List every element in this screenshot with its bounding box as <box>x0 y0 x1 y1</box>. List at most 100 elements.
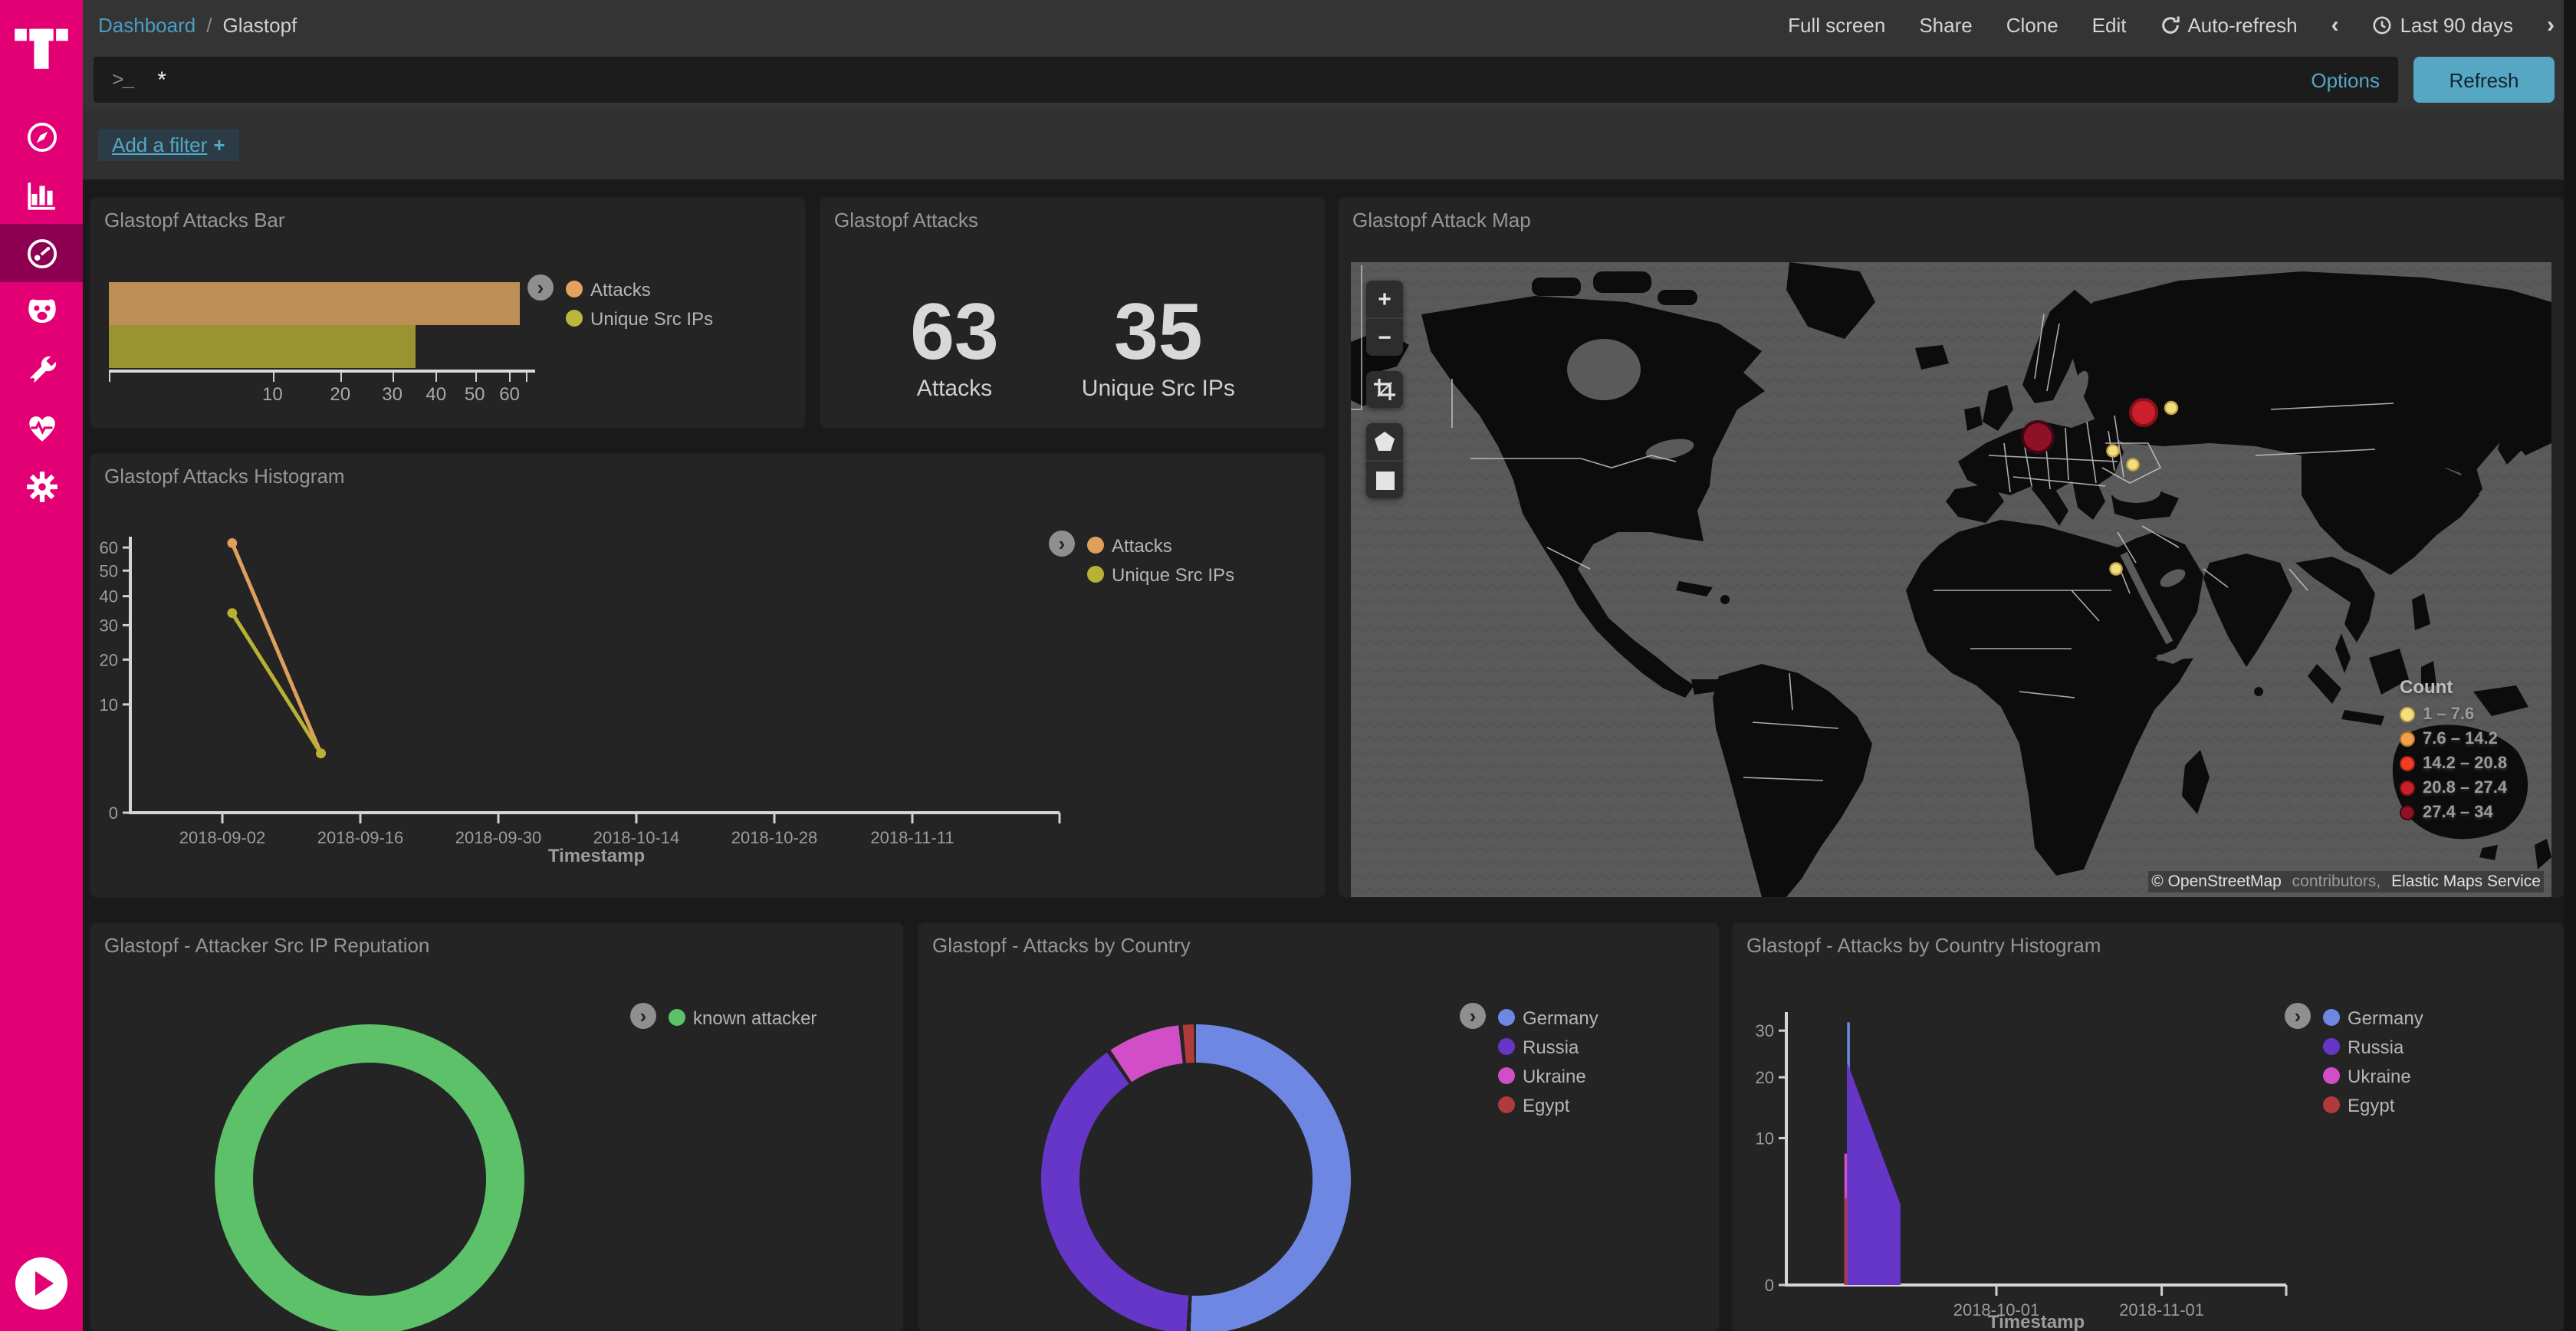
legend-item-label: Egypt <box>1523 1094 1570 1116</box>
legend-item[interactable]: Egypt <box>2323 1090 2423 1119</box>
breadcrumb-dashboard-link[interactable]: Dashboard <box>98 13 196 36</box>
y-axis-tick-label: 30 <box>1756 1021 1774 1040</box>
legend-item[interactable]: Unique Src IPs <box>566 304 713 333</box>
legend-item[interactable]: Russia <box>1498 1032 1598 1061</box>
map-fit-data-button[interactable] <box>1366 371 1403 408</box>
map-zoom-in-button[interactable]: + <box>1378 286 1392 312</box>
filter-bar: Add a filter + <box>83 110 2576 181</box>
sidebar-item-discover[interactable] <box>0 107 83 166</box>
legend-dot-icon <box>669 1009 685 1026</box>
map-legend-item: 14.2 – 20.8 <box>2400 751 2507 776</box>
legend-toggle-button[interactable]: › <box>1049 531 1075 557</box>
page-scrollbar[interactable] <box>2564 0 2576 1331</box>
legend-item-label: Ukraine <box>2348 1065 2411 1086</box>
map-legend-dot-icon <box>2400 756 2415 771</box>
legend-item-label: Ukraine <box>1523 1065 1586 1086</box>
country-histogram-chart[interactable]: 0 10 20 30 2018-10-01 2018-11-01 Timestamp <box>1733 923 2564 1331</box>
map-draw-rectangle-button[interactable] <box>1366 460 1403 498</box>
x-axis-tick-label: 10 <box>262 383 283 405</box>
world-map[interactable]: + − <box>1351 262 2551 897</box>
legend-item[interactable]: Germany <box>1498 1003 1598 1032</box>
telekom-logo[interactable] <box>6 12 77 83</box>
legend-item-label: Attacks <box>1112 534 1172 556</box>
panel-attacks-metric: Glastopf Attacks 63 Attacks 35 Unique Sr… <box>820 198 1325 428</box>
search-input-wrap[interactable]: >_ Options <box>94 57 2398 103</box>
reputation-donut-chart[interactable] <box>215 1024 524 1331</box>
sidebar-expand-button[interactable] <box>15 1257 67 1310</box>
time-range-label: Last 90 days <box>2400 13 2513 36</box>
panel-title: Glastopf Attacks Histogram <box>104 465 345 488</box>
panel-title: Glastopf Attacks Bar <box>104 209 285 232</box>
x-axis-tick-label: 50 <box>464 383 485 405</box>
legend-item[interactable]: known attacker <box>669 1003 816 1032</box>
legend-item[interactable]: Germany <box>2323 1003 2423 1032</box>
legend-toggle-button[interactable]: › <box>1460 1003 1486 1029</box>
x-axis-tick-label: 2018-09-16 <box>317 828 404 847</box>
edit-button[interactable]: Edit <box>2091 13 2127 36</box>
x-axis-title: Timestamp <box>548 846 645 866</box>
gauge-icon <box>26 238 57 268</box>
sidebar-item-management[interactable] <box>0 457 83 515</box>
legend-item-label: Unique Src IPs <box>1112 564 1235 585</box>
legend-item[interactable]: Ukraine <box>1498 1061 1598 1090</box>
x-axis-tick <box>509 373 511 382</box>
x-axis-tick-label: 2018-09-30 <box>455 828 542 847</box>
attacks-bar-chart[interactable]: 10 20 30 40 50 60 <box>109 282 550 405</box>
osm-link[interactable]: © OpenStreetMap <box>2148 871 2285 892</box>
ems-link[interactable]: Elastic Maps Service <box>2388 871 2544 892</box>
map-zoom-out-button[interactable]: − <box>1366 317 1403 356</box>
sidebar-item-dev-tools[interactable] <box>0 340 83 399</box>
map-legend-label: 7.6 – 14.2 <box>2423 730 2498 748</box>
map-legend-item: 1 – 7.6 <box>2400 702 2507 727</box>
panel-src-ip-reputation: Glastopf - Attacker Src IP Reputation › k… <box>90 923 903 1331</box>
legend-toggle-button[interactable]: › <box>527 274 554 301</box>
legend-dot-icon <box>2323 1038 2340 1055</box>
refresh-button[interactable]: Refresh <box>2413 57 2555 103</box>
time-back-button[interactable]: ‹ <box>2331 12 2339 38</box>
auto-refresh-button[interactable]: Auto-refresh <box>2160 13 2298 36</box>
bar-series-1 <box>109 325 416 368</box>
crop-icon <box>1374 379 1395 400</box>
legend-item[interactable]: Ukraine <box>2323 1061 2423 1090</box>
share-button[interactable]: Share <box>1919 13 1973 36</box>
attacks-histogram-chart[interactable]: 0 10 20 30 40 50 60 2018-09-02 2018-09-16 2018-09… <box>90 454 1325 897</box>
y-axis-tick-label: 10 <box>100 695 118 715</box>
legend-rows: Germany Russia Ukraine Egypt <box>1498 1003 1598 1119</box>
panel-attacks-bar: Glastopf Attacks Bar 10 20 30 40 50 60 › Attac… <box>90 198 805 428</box>
legend-toggle-button[interactable]: › <box>2285 1003 2311 1029</box>
query-options-link[interactable]: Options <box>2311 68 2380 91</box>
legend-item[interactable]: Russia <box>2323 1032 2423 1061</box>
legend-dot-icon <box>2323 1096 2340 1113</box>
country-donut-chart[interactable] <box>1041 1024 1351 1331</box>
legend-toggle-button[interactable]: › <box>630 1003 656 1029</box>
add-filter-button[interactable]: Add a filter + <box>98 129 239 161</box>
legend-item[interactable]: Attacks <box>1087 531 1234 560</box>
sidebar-item-timelion[interactable] <box>0 282 83 340</box>
attack-point-Germany <box>2021 420 2055 454</box>
add-filter-label: Add a filter <box>112 133 208 156</box>
panel-attack-map: Glastopf Attack Map <box>1339 198 2564 897</box>
x-axis-tick-label: 2018-10-14 <box>593 828 680 847</box>
chart-legend: › Attacks Unique Src IPs <box>1049 531 1234 589</box>
search-input[interactable] <box>154 65 2312 94</box>
plus-icon: + <box>213 133 225 156</box>
x-axis-tick-label: 2018-09-02 <box>179 828 266 847</box>
map-legend-dot-icon <box>2400 731 2415 747</box>
sidebar-item-visualize[interactable] <box>0 166 83 224</box>
legend-item[interactable]: Attacks <box>566 274 713 304</box>
sidebar-item-dashboard[interactable] <box>0 224 83 282</box>
clone-button[interactable]: Clone <box>2006 13 2058 36</box>
full-screen-button[interactable]: Full screen <box>1788 13 1886 36</box>
map-draw-polygon-button[interactable] <box>1366 423 1403 460</box>
panel-attacks-by-country-histogram: Glastopf - Attacks by Country Histogram … <box>1733 923 2564 1331</box>
x-axis-tick-label: 30 <box>382 383 402 405</box>
time-forward-button[interactable]: › <box>2547 12 2555 38</box>
legend-item[interactable]: Unique Src IPs <box>1087 560 1234 589</box>
chart-legend: › Attacks Unique Src IPs <box>527 274 713 333</box>
time-range-button[interactable]: Last 90 days <box>2373 13 2513 36</box>
y-axis-tick-label: 60 <box>100 538 118 557</box>
sidebar-item-monitoring[interactable] <box>0 399 83 457</box>
line-series-Attacks <box>230 542 323 754</box>
x-axis-tick-label: 60 <box>499 383 520 405</box>
legend-item[interactable]: Egypt <box>1498 1090 1598 1119</box>
